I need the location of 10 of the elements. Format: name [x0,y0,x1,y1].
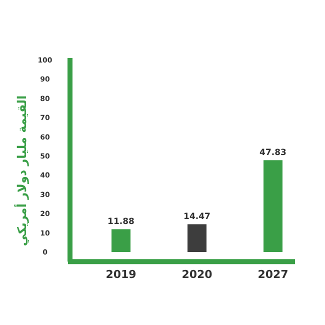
data-label: 14.47 [184,212,211,222]
bar [264,160,282,252]
bar [188,224,206,252]
bar [112,229,130,252]
x-tick-label: 2027 [258,268,288,281]
data-label: 47.83 [260,148,287,158]
y-axis-title: القيمة مليار دولار أمريكي [14,95,29,246]
x-tick-label: 2020 [182,268,213,281]
x-tick-label: 2019 [106,268,136,281]
data-label: 11.88 [108,217,135,228]
